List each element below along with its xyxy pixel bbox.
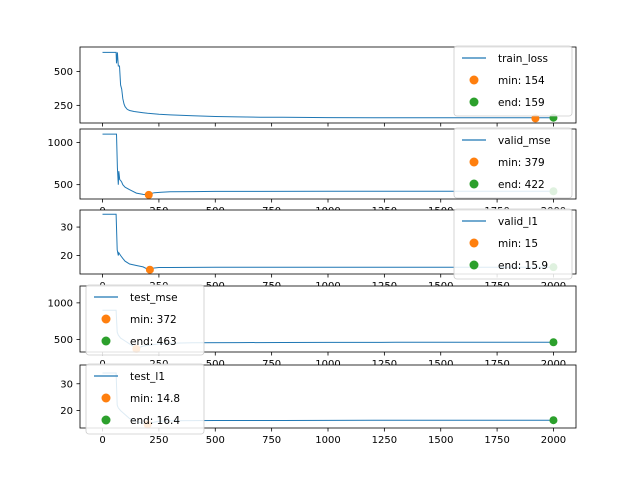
min-marker [145, 265, 154, 274]
x-tick-label: 2000 [541, 435, 566, 446]
min-marker [144, 190, 153, 199]
legend-3: test_mse min: 372 end: 463 [85, 284, 205, 356]
series-line-valid_mse [102, 133, 554, 196]
x-tick-label: 500 [206, 435, 225, 446]
legend-min: min: 372 [130, 314, 177, 326]
legend-series: train_loss [498, 53, 548, 65]
legend-min: min: 379 [498, 157, 545, 169]
axes-frame [79, 128, 577, 200]
x-tick-label: 1500 [428, 359, 453, 370]
end-marker [549, 416, 558, 425]
x-tick-label: 1250 [372, 359, 397, 370]
legend-marker-swatch [101, 314, 111, 324]
legend-end: end: 422 [498, 179, 545, 191]
y-tick-label: 250 [54, 101, 73, 112]
y-tick-label: 500 [54, 335, 73, 346]
legend-1: valid_mse min: 379 end: 422 [453, 127, 573, 199]
legend-marker-swatch [469, 179, 479, 189]
y-tick-label: 500 [54, 180, 73, 191]
x-tick-label: 750 [262, 435, 281, 446]
legend-marker-swatch [469, 97, 479, 107]
legend-box [85, 363, 205, 435]
legend-series: test_mse [130, 292, 178, 304]
legend-box [85, 284, 205, 356]
legend-marker-swatch [101, 393, 111, 403]
x-tick-label: 1250 [372, 435, 397, 446]
y-tick-label: 20 [60, 406, 73, 417]
x-tick-label: 1500 [428, 435, 453, 446]
series-line-valid_l1 [102, 213, 554, 270]
y-tick-label: 1000 [48, 298, 73, 309]
legend-marker-swatch [469, 157, 479, 167]
y-tick-label: 1000 [48, 138, 73, 149]
legend-min: min: 14.8 [130, 393, 180, 405]
x-tick-label: 750 [262, 359, 281, 370]
x-tick-label: 250 [149, 435, 168, 446]
y-tick-label: 20 [60, 251, 73, 262]
legend-series: valid_l1 [498, 216, 538, 228]
legend-0: train_loss min: 154 end: 159 [453, 45, 573, 117]
legend-2: valid_l1 min: 15 end: 15.9 [453, 208, 573, 280]
axes-frame [79, 209, 577, 275]
x-tick-label: 500 [206, 359, 225, 370]
legend-box [453, 208, 573, 280]
axes-frame [79, 364, 577, 429]
x-tick-label: 1750 [484, 435, 509, 446]
legend-end: end: 159 [498, 97, 545, 109]
x-tick-label: 1000 [315, 435, 340, 446]
legend-end: end: 16.4 [130, 415, 180, 427]
legend-4: test_l1 min: 14.8 end: 16.4 [85, 363, 205, 435]
legend-box [453, 45, 573, 117]
legend-end: end: 15.9 [498, 260, 548, 272]
legend-series: test_l1 [130, 371, 165, 383]
x-tick-label: 1000 [315, 359, 340, 370]
legend-marker-swatch [101, 336, 111, 346]
legend-box [453, 127, 573, 199]
legend-marker-swatch [469, 75, 479, 85]
y-tick-label: 30 [60, 223, 73, 234]
legend-series: valid_mse [498, 135, 551, 147]
legend-marker-swatch [469, 260, 479, 270]
axes-frame [79, 46, 577, 124]
x-tick-label: 1750 [484, 359, 509, 370]
legend-end: end: 463 [130, 336, 177, 348]
axes-frame [79, 285, 577, 353]
legend-min: min: 154 [498, 75, 545, 87]
legend-min: min: 15 [498, 238, 538, 250]
legend-marker-swatch [101, 415, 111, 425]
series-line-train_loss [102, 51, 554, 119]
y-tick-label: 500 [54, 67, 73, 78]
x-tick-label: 0 [99, 435, 105, 446]
x-tick-label: 2000 [541, 359, 566, 370]
legend-marker-swatch [469, 238, 479, 248]
y-tick-label: 30 [60, 379, 73, 390]
end-marker [549, 338, 558, 347]
